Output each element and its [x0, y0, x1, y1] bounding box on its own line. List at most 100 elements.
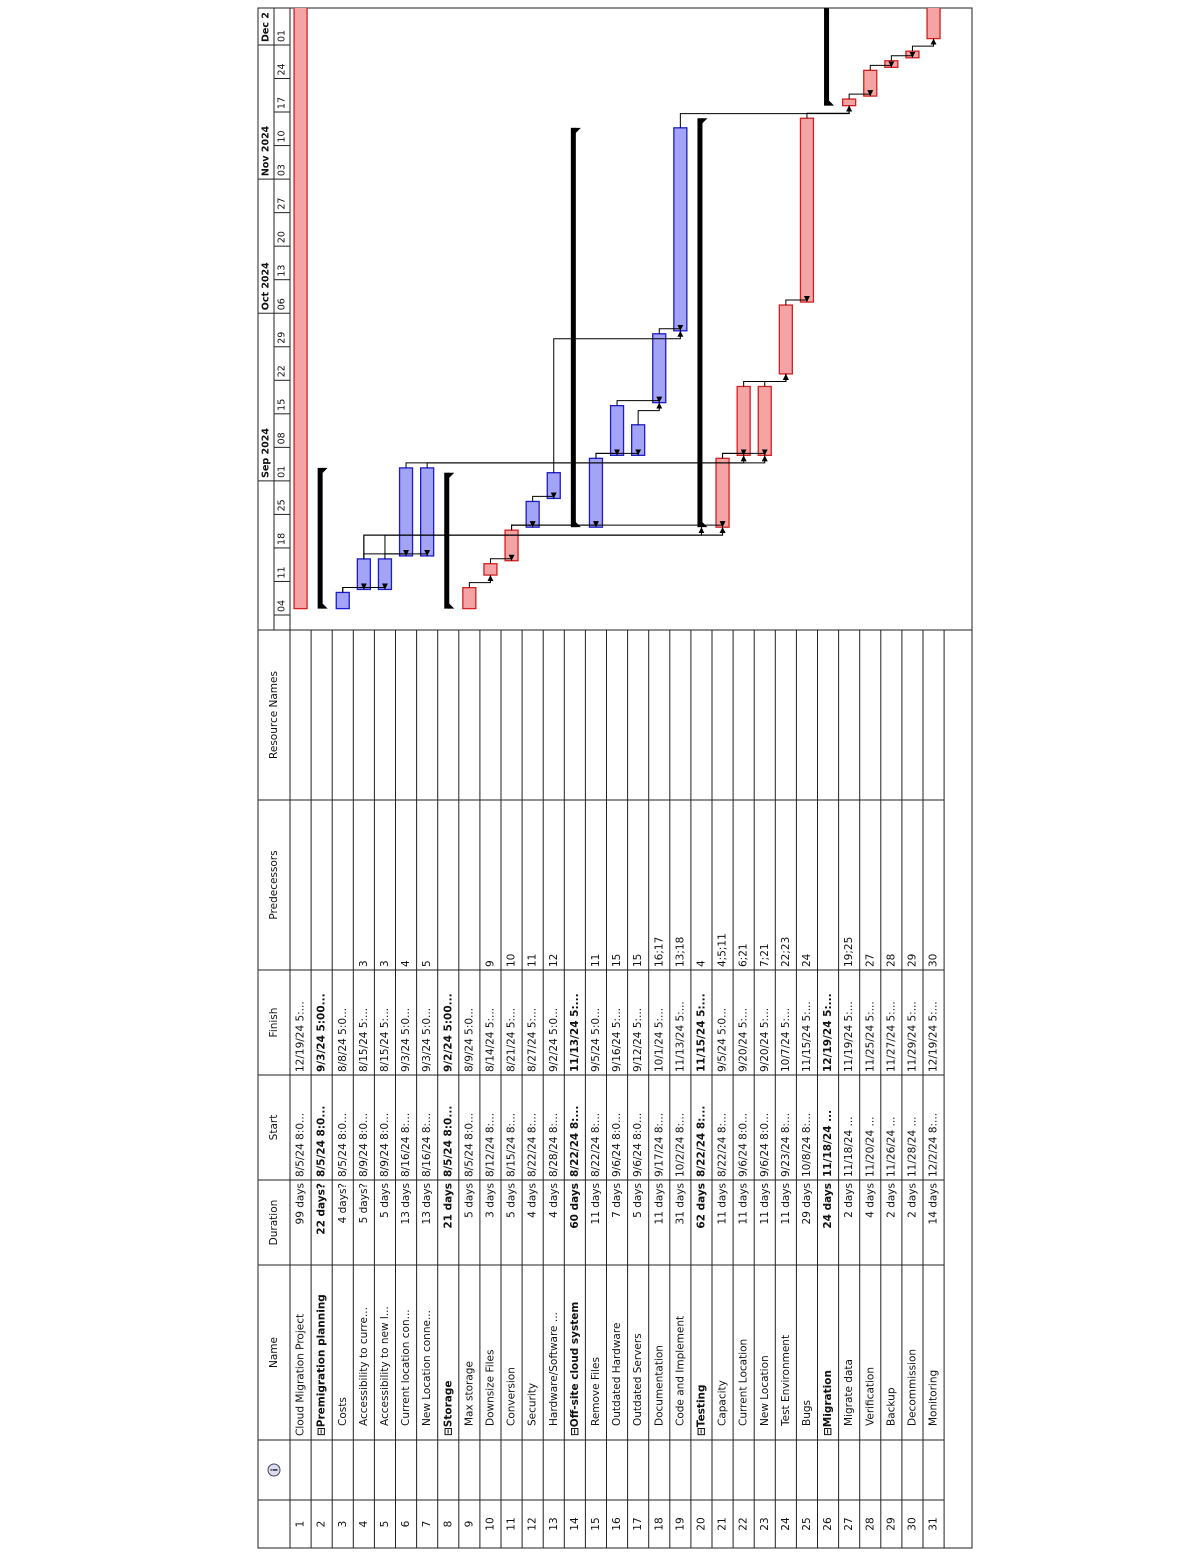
- task-start: 9/6/24 8:0...: [632, 1113, 644, 1177]
- week-label: 29: [277, 332, 288, 344]
- task-name: ⊟Premigration planning: [316, 1294, 328, 1436]
- task-finish: 12/19/24 5:...: [295, 1001, 307, 1072]
- task-predecessors: 28: [885, 954, 897, 967]
- task-bar: [419, 467, 435, 557]
- task-name: ⊟Testing: [695, 1384, 707, 1436]
- row-id: 22: [738, 1517, 750, 1530]
- dependency-link: [426, 455, 768, 468]
- task-duration: 4 days: [864, 1183, 876, 1218]
- task-start: 8/22/24 8:...: [717, 1113, 729, 1177]
- row-id: 8: [442, 1521, 454, 1528]
- task-bar: [863, 69, 878, 97]
- task-bar: [335, 591, 350, 610]
- task-predecessors: 7;21: [759, 943, 771, 967]
- dependency-link: [489, 554, 515, 564]
- task-finish: 9/3/24 5:0...: [400, 1008, 412, 1072]
- task-name: Downsize Files: [484, 1350, 496, 1427]
- task-start: 8/22/24 8:...: [590, 1113, 602, 1177]
- task-bar: [293, 8, 308, 610]
- month-label: Dec 2: [261, 12, 272, 42]
- task-finish: 12/19/24 5:...: [928, 1001, 940, 1072]
- task-predecessors: 4;5;11: [717, 933, 729, 967]
- task-duration: 5 days: [506, 1183, 518, 1218]
- summary-cap: [448, 602, 455, 609]
- task-predecessors: 5: [421, 960, 433, 967]
- week-label: 20: [277, 231, 288, 243]
- dependency-link: [722, 449, 768, 459]
- task-name: Bugs: [801, 1400, 813, 1426]
- task-duration: 99 days: [295, 1183, 307, 1224]
- task-duration: 11 days: [780, 1183, 792, 1224]
- task-finish: 9/3/24 5:00...: [316, 993, 328, 1072]
- task-bar: [715, 457, 730, 528]
- column-header: Resource Names: [268, 671, 280, 759]
- task-start: 11/26/24 ...: [885, 1116, 897, 1177]
- task-predecessors: 15: [611, 954, 623, 967]
- task-duration: 21 days: [442, 1183, 454, 1229]
- gantt-chart: 04 11 18 25 01 Sep 2024 08 15 22 29 06 Oct 2024 13 20…: [258, 8, 941, 630]
- task-duration: 5 days: [632, 1183, 644, 1218]
- dependency-link: [384, 527, 726, 559]
- column-header: Name: [268, 1337, 280, 1368]
- row-id: 27: [843, 1517, 855, 1530]
- task-finish: 11/13/24 5:...: [569, 993, 581, 1072]
- week-label: 01: [277, 466, 288, 478]
- task-name: ⊟Off-site cloud system: [569, 1302, 581, 1436]
- task-finish: 10/1/24 5:...: [653, 1008, 665, 1072]
- task-name: Test Environment: [780, 1335, 792, 1427]
- task-start: 8/9/24 8:0...: [358, 1113, 370, 1177]
- task-name: ⊟Storage: [442, 1381, 454, 1437]
- task-finish: 8/14/24 5:...: [484, 1008, 496, 1072]
- task-start: 8/16/24 8:...: [421, 1113, 433, 1177]
- task-predecessors: 9: [484, 960, 496, 967]
- task-name: Capacity: [717, 1380, 729, 1426]
- task-duration: 4 days: [548, 1183, 560, 1218]
- row-id: 16: [611, 1517, 623, 1531]
- dependency-link: [848, 90, 874, 100]
- task-finish: 12/19/24 5:...: [822, 993, 834, 1072]
- task-finish: 11/13/24 5:...: [674, 1001, 686, 1072]
- task-finish: 9/20/24 5:...: [738, 1008, 750, 1072]
- column-header: Start: [268, 1115, 280, 1141]
- row-id: 3: [337, 1521, 349, 1528]
- task-duration: 2 days: [885, 1183, 897, 1218]
- task-duration: 14 days: [928, 1183, 940, 1224]
- dependency-link: [342, 583, 388, 593]
- week-label: 24: [277, 63, 288, 75]
- week-label: 13: [277, 265, 288, 277]
- task-start: 8/5/24 8:0...: [316, 1106, 328, 1177]
- task-predecessors: 4: [400, 960, 412, 967]
- task-start: 11/20/24 ...: [864, 1116, 876, 1177]
- row-id: 23: [759, 1517, 771, 1530]
- task-finish: 9/2/24 5:0...: [548, 1008, 560, 1072]
- task-start: 10/8/24 8:...: [801, 1113, 813, 1177]
- row-id: 14: [569, 1517, 581, 1531]
- task-duration: 5 days: [463, 1183, 475, 1218]
- task-name: Backup: [885, 1387, 897, 1426]
- dependency-link: [679, 105, 853, 128]
- task-name: Code and Implement: [674, 1316, 686, 1426]
- week-label: 27: [277, 198, 288, 210]
- task-duration: 11 days: [653, 1183, 665, 1224]
- task-duration: 22 days?: [316, 1183, 328, 1235]
- row-id: 6: [400, 1520, 412, 1527]
- task-predecessors: 27: [864, 954, 876, 967]
- dependency-link: [785, 296, 810, 306]
- task-name: Outdated Hardware: [611, 1323, 623, 1426]
- task-duration: 5 days?: [358, 1183, 370, 1223]
- task-bar: [631, 424, 646, 456]
- task-predecessors: 12: [548, 954, 560, 967]
- task-duration: 31 days: [674, 1183, 686, 1224]
- task-predecessors: 19;25: [843, 937, 855, 967]
- task-bar: [546, 472, 561, 500]
- task-name: New Location: [759, 1355, 771, 1426]
- row-id: 18: [653, 1517, 665, 1530]
- task-finish: 9/5/24 5:0...: [590, 1008, 602, 1072]
- task-start: 8/28/24 8:...: [548, 1113, 560, 1177]
- task-start: 12/2/24 8:...: [928, 1113, 940, 1177]
- task-predecessors: 4: [695, 960, 707, 967]
- task-predecessors: 3: [358, 960, 370, 967]
- week-label: 25: [277, 499, 288, 511]
- task-name: ⊟Migration: [822, 1370, 834, 1436]
- summary-bar: [317, 467, 323, 609]
